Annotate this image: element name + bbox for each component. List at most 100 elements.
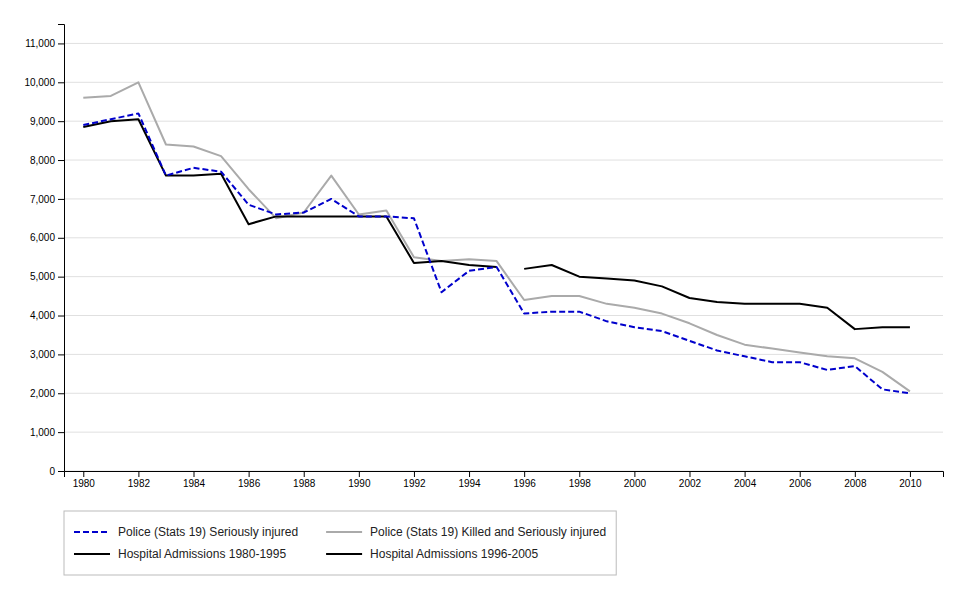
x-tick-label: 2006 (789, 478, 812, 489)
y-tick-label: 7,000 (30, 194, 55, 205)
y-tick-label: 9,000 (30, 116, 55, 127)
x-tick-label: 1982 (128, 478, 151, 489)
y-tick: 9,000 (30, 116, 64, 127)
x-tick-label: 1988 (293, 478, 316, 489)
legend-swatch (74, 553, 110, 555)
grid-line (64, 393, 943, 394)
y-tick-label: 3,000 (30, 349, 55, 360)
y-tick-mark (58, 160, 64, 161)
legend-item: Hospital Admissions 1996-2005 (326, 547, 538, 561)
y-tick: 11,000 (25, 38, 64, 49)
series-line (83, 82, 910, 391)
grid-line (64, 160, 943, 161)
legend-item: Police (Stats 19) Killed and Seriously i… (326, 525, 606, 539)
legend-item: Hospital Admissions 1980-1995 (74, 547, 286, 561)
y-tick: 7,000 (30, 194, 64, 205)
chart: 1980198219841986198819901992199419961998… (0, 0, 973, 606)
x-tick: 1984 (183, 471, 206, 489)
x-tick-label: 2008 (844, 478, 867, 489)
legend-label: Hospital Admissions 1996-2005 (370, 547, 538, 561)
x-tick-label: 1980 (73, 478, 96, 489)
x-tick-label: 1984 (183, 478, 206, 489)
legend-label: Police (Stats 19) Seriously injured (118, 525, 298, 539)
x-tick: 2002 (679, 471, 702, 489)
y-tick-mark (58, 43, 64, 44)
series-line (83, 113, 910, 393)
x-tick-mark (469, 471, 470, 477)
series-line (524, 265, 910, 329)
y-tick-label: 8,000 (30, 155, 55, 166)
y-tick: 8,000 (30, 155, 64, 166)
x-tick-mark (249, 471, 250, 477)
y-tick-mark (58, 316, 64, 317)
y-tick-label: 5,000 (30, 271, 55, 282)
grid-line (64, 237, 943, 238)
x-tick: 1996 (514, 471, 537, 489)
x-tick-label: 2010 (899, 478, 922, 489)
y-tick-mark (58, 432, 64, 433)
x-tick: 1982 (128, 471, 151, 489)
y-tick-label: 1,000 (30, 427, 55, 438)
legend-item: Police (Stats 19) Seriously injured (74, 525, 298, 539)
x-tick-mark (800, 471, 801, 477)
y-tick: 3,000 (30, 349, 64, 360)
x-tick-label: 2002 (679, 478, 702, 489)
y-tick-mark (58, 121, 64, 122)
y-axis: 0 1,000 2,000 3,000 4,000 5,000 6,000 7,000 8,00… (24, 25, 64, 477)
x-tick-mark (689, 471, 690, 477)
y-axis-line (58, 25, 65, 472)
x-tick-label: 1992 (403, 478, 426, 489)
x-tick-mark (634, 471, 635, 477)
y-tick-mark (58, 471, 64, 472)
x-tick: 1986 (238, 471, 261, 489)
y-tick-label: 0 (49, 466, 55, 477)
x-tick-mark (524, 471, 525, 477)
x-tick-label: 2004 (734, 478, 757, 489)
x-tick: 1988 (293, 471, 316, 489)
x-tick: 2008 (844, 471, 867, 489)
x-tick: 2010 (899, 471, 922, 489)
y-tick: 0 (49, 466, 64, 477)
x-tick-mark (138, 471, 139, 477)
series-line (83, 119, 496, 267)
x-tick-mark (304, 471, 305, 477)
grid (64, 43, 943, 471)
legend-label: Police (Stats 19) Killed and Seriously i… (370, 525, 606, 539)
x-tick-label: 2000 (624, 478, 647, 489)
x-tick-mark (855, 471, 856, 477)
y-tick: 10,000 (24, 77, 64, 88)
x-tick: 2006 (789, 471, 812, 489)
grid-line (64, 82, 943, 83)
grid-line (64, 121, 943, 122)
x-axis-line (65, 472, 944, 478)
x-tick-mark (359, 471, 360, 477)
x-tick-mark (414, 471, 415, 477)
y-tick: 1,000 (30, 427, 64, 438)
legend-label: Hospital Admissions 1980-1995 (118, 547, 286, 561)
x-tick: 1990 (348, 471, 371, 489)
y-tick: 5,000 (30, 271, 64, 282)
grid-line (64, 432, 943, 433)
x-tick: 2000 (624, 471, 647, 489)
legend: Police (Stats 19) Seriously injured Polic… (64, 511, 616, 575)
x-tick-mark (83, 471, 84, 477)
x-tick-mark (579, 471, 580, 477)
x-tick-mark (745, 471, 746, 477)
y-tick: 4,000 (30, 310, 64, 321)
legend-swatch (74, 531, 110, 533)
y-tick-mark (58, 199, 64, 200)
y-tick-label: 11,000 (25, 38, 55, 49)
y-tick-label: 6,000 (30, 232, 55, 243)
x-tick-label: 1996 (514, 478, 537, 489)
x-tick: 1980 (73, 471, 96, 489)
y-tick-label: 2,000 (30, 388, 55, 399)
y-tick-mark (58, 354, 64, 355)
grid-line (64, 315, 943, 316)
y-tick-mark (58, 277, 64, 278)
x-tick-label: 1990 (348, 478, 371, 489)
x-axis: 1980198219841986198819901992199419961998… (65, 471, 944, 489)
x-tick-label: 1998 (569, 478, 592, 489)
y-tick: 2,000 (30, 388, 64, 399)
x-tick-label: 1986 (238, 478, 261, 489)
y-tick-mark (58, 393, 64, 394)
